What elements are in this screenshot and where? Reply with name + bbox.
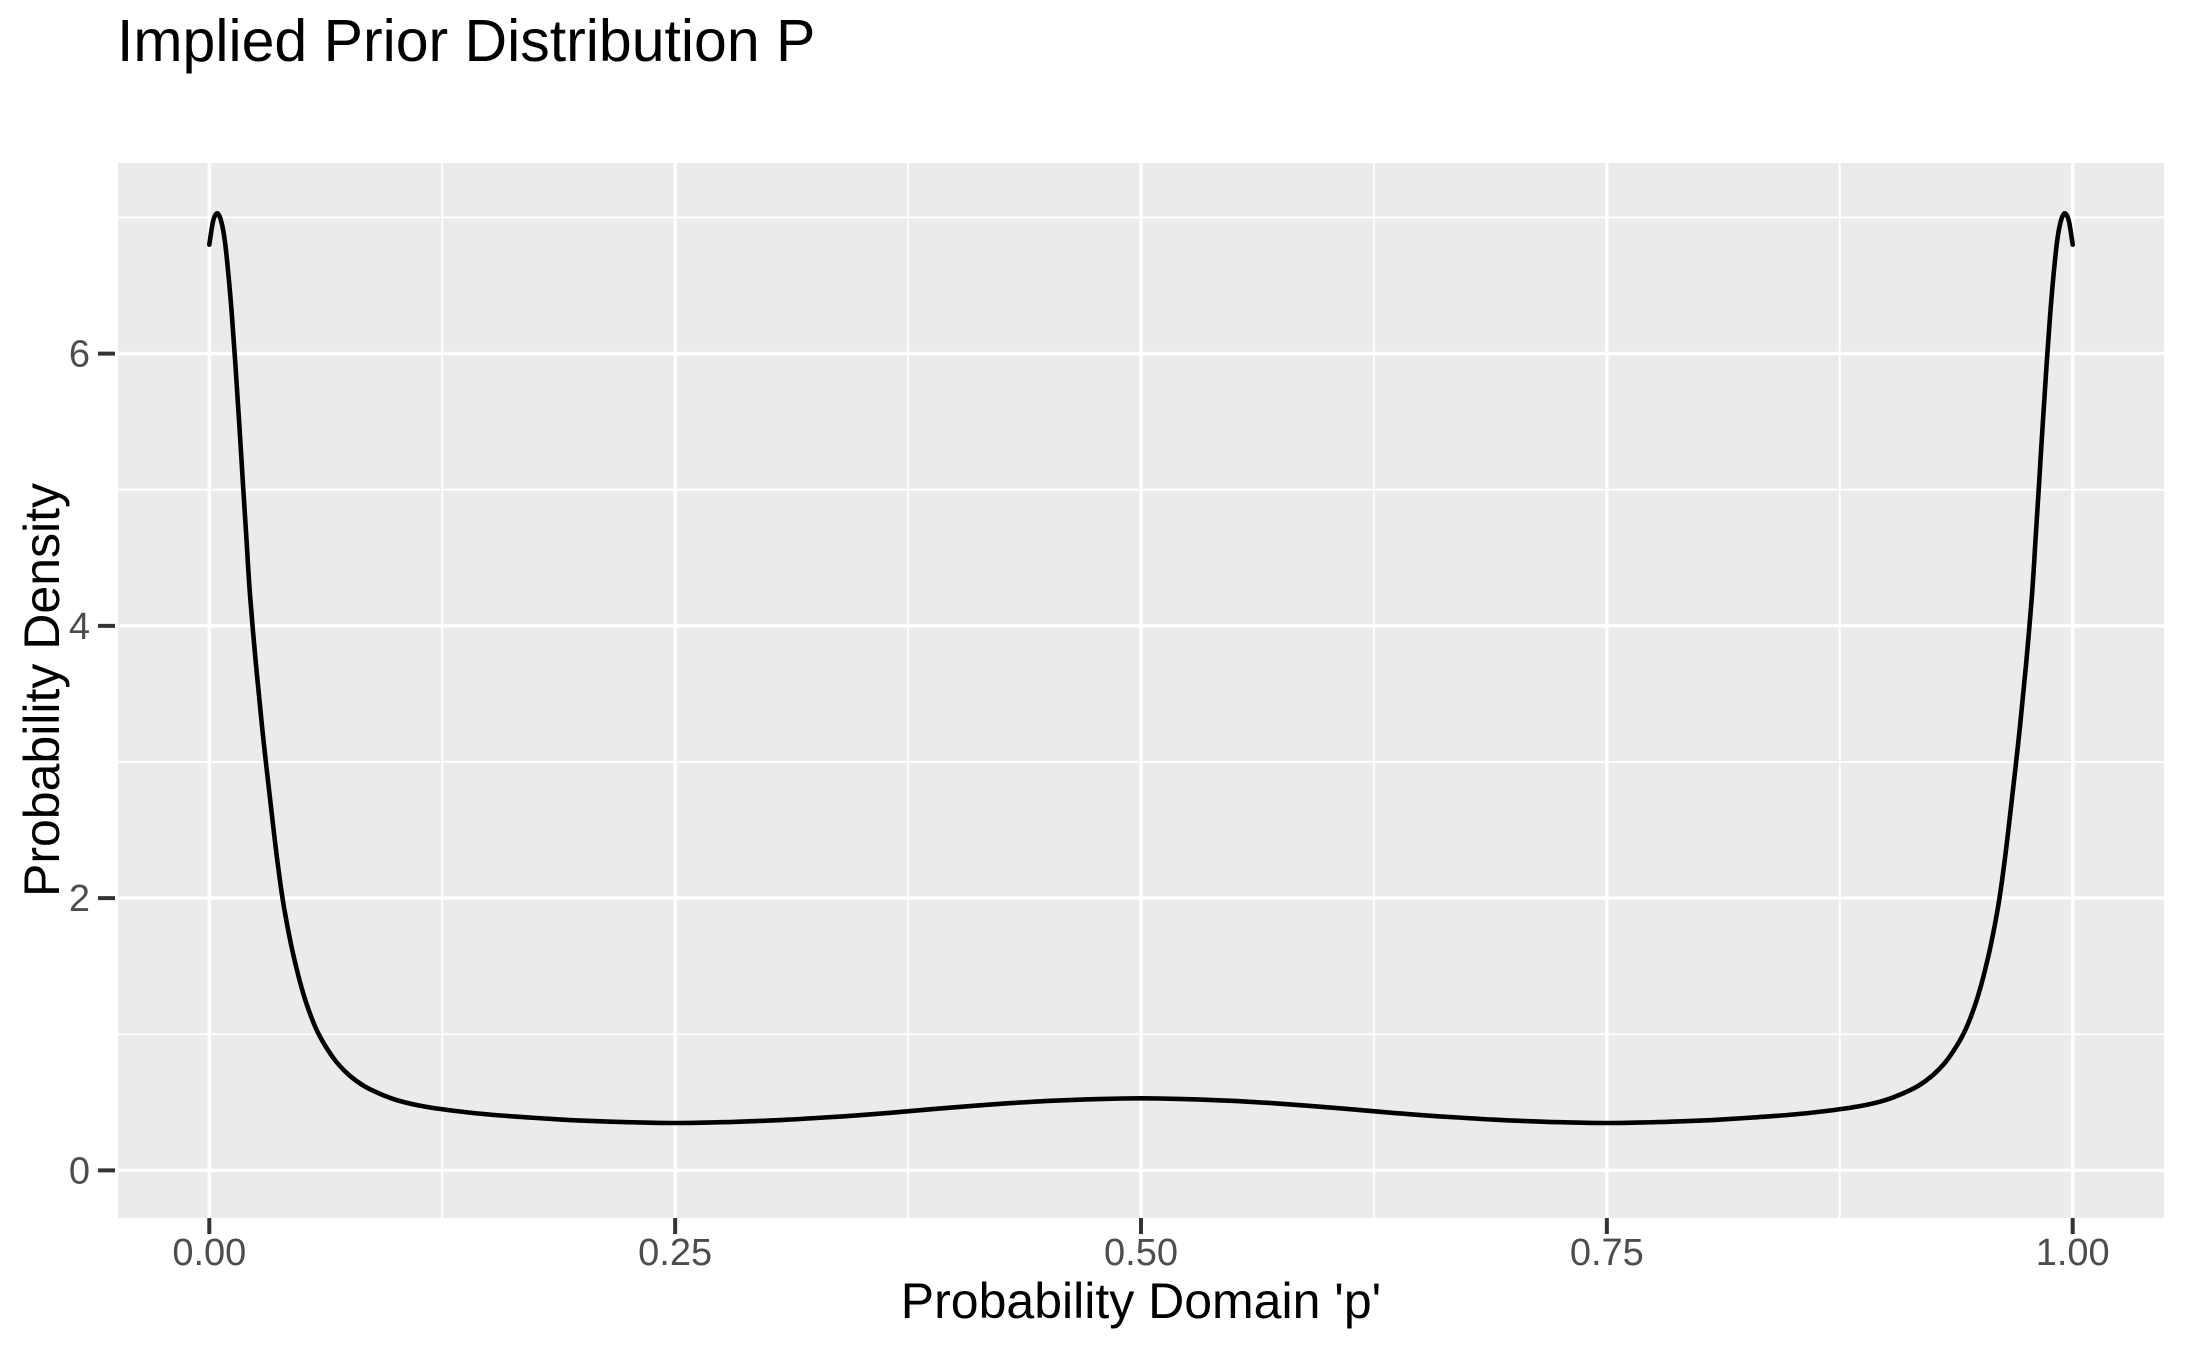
y-tick-label: 6 xyxy=(69,334,90,376)
y-tick-label: 4 xyxy=(69,606,90,648)
x-tick-label: 0.75 xyxy=(1570,1232,1644,1274)
x-axis-tick-marks xyxy=(207,1218,2075,1234)
y-axis-title: Probability Density xyxy=(14,483,70,897)
density-curve xyxy=(207,211,2075,1126)
x-tick-label: 0.25 xyxy=(638,1232,712,1274)
major-gridlines xyxy=(118,163,2164,1218)
x-tick-label: 1.00 xyxy=(2036,1232,2110,1274)
x-tick-label: 0.50 xyxy=(1104,1232,1178,1274)
y-axis-tick-marks xyxy=(98,351,115,1173)
x-axis-tick-labels: 0.00 0.25 0.50 0.75 1.00 xyxy=(172,1232,2109,1274)
y-tick-label: 2 xyxy=(69,878,90,920)
x-tick-label: 0.00 xyxy=(172,1232,246,1274)
x-axis-title: Probability Domain 'p' xyxy=(901,1273,1381,1329)
plot-title: Implied Prior Distribution P xyxy=(117,8,816,74)
y-axis-tick-labels: 0 2 4 6 xyxy=(69,334,90,1193)
y-tick-label: 0 xyxy=(69,1150,90,1192)
